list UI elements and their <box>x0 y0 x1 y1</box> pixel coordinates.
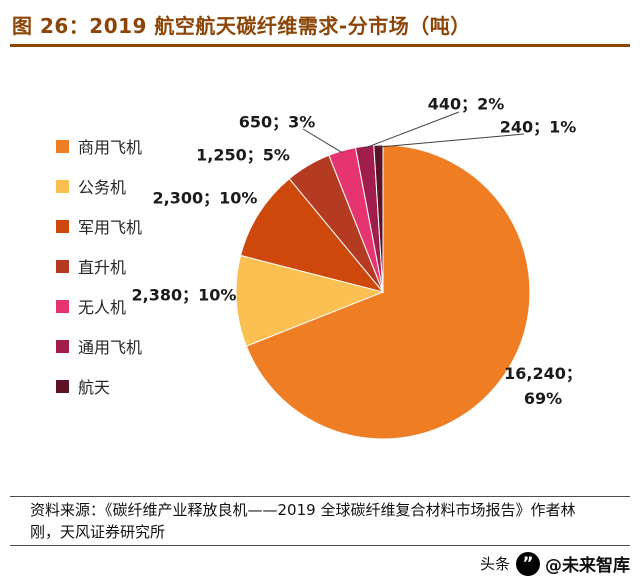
legend-item-3: 直升机 <box>56 246 142 286</box>
toutiao-logo-glyph: ” <box>522 554 534 574</box>
legend-swatch-icon <box>56 139 69 153</box>
legend-label: 航天 <box>78 378 111 397</box>
footer-divider-bottom <box>10 545 630 546</box>
legend-swatch-icon <box>56 219 69 233</box>
data-label-6: 240；1% <box>500 115 577 140</box>
data-label-5: 440；2% <box>428 92 505 117</box>
legend-swatch-icon <box>56 299 69 313</box>
chart-legend: 商用飞机公务机军用飞机直升机无人机通用飞机航天 <box>56 126 142 406</box>
footer-divider-top <box>10 496 630 497</box>
figure-title: 图 26：2019 航空航天碳纤维需求-分市场（吨） <box>12 14 471 38</box>
legend-label: 商用飞机 <box>78 138 143 157</box>
data-label-line: 440；2% <box>427 94 505 114</box>
legend-swatch-icon <box>56 259 69 273</box>
legend-item-6: 航天 <box>56 366 142 406</box>
label-leader-line <box>302 128 343 154</box>
legend-item-0: 商用飞机 <box>56 126 142 166</box>
source-note: 资料来源：《碳纤维产业释放良机——2019 全球碳纤维复合材料市场报告》作者林刚… <box>30 499 615 543</box>
data-label-line: 1,250；5% <box>196 145 290 165</box>
legend-label: 军用飞机 <box>78 218 143 237</box>
pie-slice-6 <box>373 144 384 293</box>
data-label-line: 240；1% <box>499 117 577 137</box>
legend-item-2: 军用飞机 <box>56 206 142 246</box>
legend-swatch-icon <box>56 339 69 353</box>
watermark-account-label: @未来智库 <box>545 556 630 576</box>
watermark: 头条 ” @未来智库 <box>480 551 630 576</box>
data-label-line: 2,300；10% <box>152 188 258 208</box>
legend-item-4: 无人机 <box>56 286 142 326</box>
watermark-platform-label: 头条 <box>479 555 510 573</box>
label-leader-line <box>364 111 460 149</box>
data-label-2: 2,300；10% <box>153 186 258 211</box>
toutiao-logo-icon: ” <box>516 551 540 576</box>
data-label-0: 16,240； 69% <box>504 361 582 411</box>
legend-swatch-icon <box>56 379 69 393</box>
legend-label: 通用飞机 <box>78 338 143 357</box>
data-label-1: 2,380；10% <box>132 283 237 308</box>
data-label-line: 69% <box>523 389 563 408</box>
pie-slice-0 <box>245 144 531 440</box>
legend-item-5: 通用飞机 <box>56 326 142 366</box>
pie-slice-1 <box>235 254 385 347</box>
pie-slice-2 <box>239 177 385 293</box>
legend-label: 直升机 <box>78 258 127 277</box>
data-label-line: 2,380；10% <box>131 285 237 305</box>
data-label-3: 1,250；5% <box>196 143 290 168</box>
legend-label: 公务机 <box>78 178 127 197</box>
data-label-line: 650；3% <box>238 112 316 132</box>
label-leader-line <box>378 133 525 148</box>
legend-swatch-icon <box>56 179 69 193</box>
data-label-4: 650；3% <box>239 110 316 135</box>
title-divider <box>10 44 630 47</box>
data-label-line: 16,240； <box>504 364 582 383</box>
source-note-text: 资料来源：《碳纤维产业释放良机——2019 全球碳纤维复合材料市场报告》作者林刚… <box>30 501 576 541</box>
legend-label: 无人机 <box>78 298 127 317</box>
legend-item-1: 公务机 <box>56 166 142 206</box>
